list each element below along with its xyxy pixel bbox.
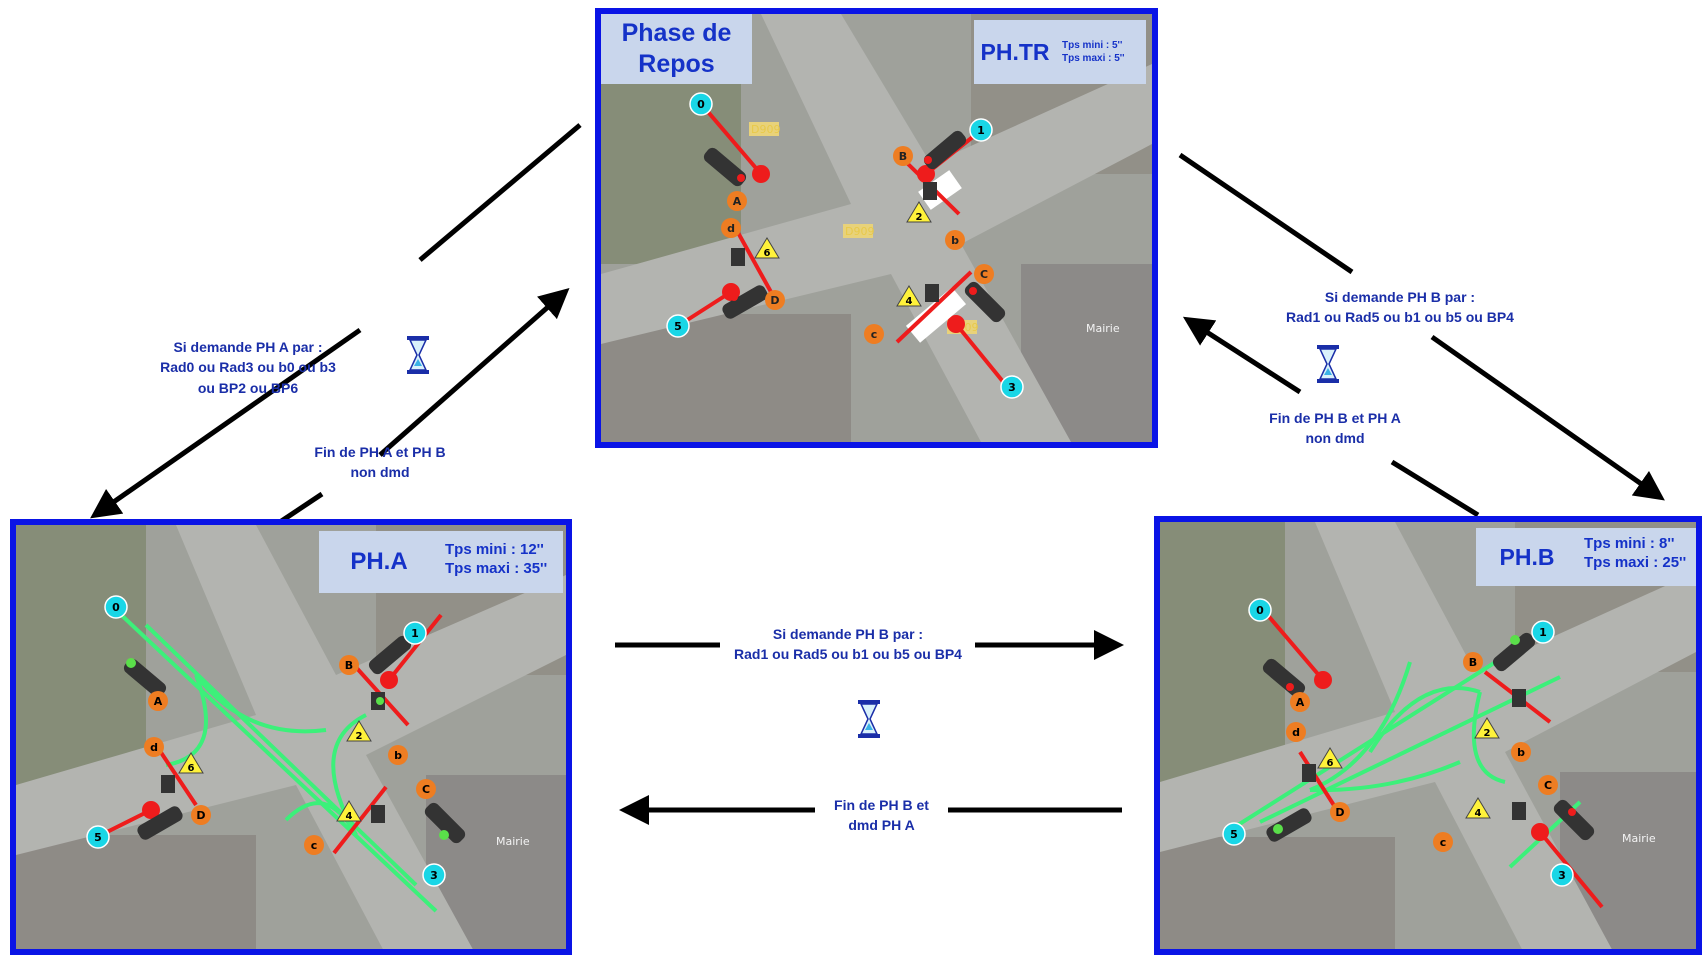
rest-phase-timing: Tps mini : 5'' Tps maxi : 5'' <box>1056 20 1146 84</box>
hourglass-icon <box>858 700 880 738</box>
pha-panel: Mairie 0 1 <box>10 519 572 955</box>
detector-1: 1 <box>977 124 985 137</box>
signal-c: c <box>1440 836 1447 849</box>
detector-5: 5 <box>94 831 102 844</box>
road-label: D909 <box>845 225 874 238</box>
detector-0: 0 <box>697 98 705 111</box>
label-request-pha: Si demande PH A par : Rad0 ou Rad3 ou b0… <box>160 339 336 396</box>
button-4: 4 <box>346 811 353 822</box>
button-4: 4 <box>906 296 913 307</box>
signal-B: B <box>1469 656 1477 669</box>
place-label: Mairie <box>496 835 530 848</box>
arrow-pha-to-rest-a <box>278 491 324 525</box>
signal-d: d <box>727 222 735 235</box>
arrow-rest-to-phb-b <box>1430 334 1665 501</box>
signal-D: D <box>196 809 205 822</box>
signal-A: A <box>1296 696 1305 709</box>
signal-b: b <box>1517 746 1525 759</box>
arrow-rest-to-pha-b <box>90 327 362 519</box>
button-6: 6 <box>1327 758 1334 769</box>
signal-b: b <box>951 234 959 247</box>
signal-A: A <box>154 695 163 708</box>
phb-phase-code: PH.B <box>1476 528 1578 586</box>
intersection-map: D909 D909 D909 Mairie 0 <box>601 14 1152 442</box>
pha-phase-code: PH.A <box>319 531 439 593</box>
label-end-pha: Fin de PH A et PH B non dmd <box>314 444 446 481</box>
phb-phase-timing: Tps mini : 8'' Tps maxi : 25'' <box>1578 528 1696 586</box>
arrow-rest-to-pha-a <box>418 123 582 262</box>
rest-phase-panel: D909 D909 D909 Mairie 0 <box>595 8 1158 448</box>
button-2: 2 <box>916 212 923 223</box>
hourglass-icon <box>1317 345 1339 383</box>
detector-0: 0 <box>1256 604 1264 617</box>
phb-panel: Mairie 0 1 5 3 <box>1154 516 1702 955</box>
intersection-map: Mairie 0 1 5 3 <box>1160 522 1696 949</box>
label-end-phb-request-pha: Fin de PH B et dmd PH A <box>834 797 929 834</box>
detector-1: 1 <box>411 627 419 640</box>
detector-5: 5 <box>674 320 682 333</box>
place-label: Mairie <box>1622 832 1656 845</box>
detector-5: 5 <box>1230 828 1238 841</box>
signal-d: d <box>150 741 158 754</box>
button-2: 2 <box>356 731 363 742</box>
arrow-pha-to-rest-b <box>378 288 570 457</box>
signal-B: B <box>899 150 907 163</box>
button-4: 4 <box>1475 808 1482 819</box>
intersection-map: Mairie 0 1 <box>16 525 566 949</box>
signal-B: B <box>345 659 353 672</box>
arrow-phb-to-rest-b <box>1182 316 1302 395</box>
signal-b: b <box>394 749 402 762</box>
label-request-phb-from-pha: Si demande PH B par : Rad1 ou Rad5 ou b1… <box>734 626 962 663</box>
signal-c: c <box>311 839 318 852</box>
signal-D: D <box>770 294 779 307</box>
pha-phase-timing: Tps mini : 12'' Tps maxi : 35'' <box>439 531 563 593</box>
signal-C: C <box>980 268 988 281</box>
detector-3: 3 <box>1008 381 1016 394</box>
button-2: 2 <box>1484 728 1491 739</box>
rest-phase-title: Phase de Repos <box>601 14 752 84</box>
label-request-phb: Si demande PH B par : Rad1 ou Rad5 ou b1… <box>1286 289 1514 326</box>
road-label: D909 <box>751 123 780 136</box>
rest-phase-code: PH.TR <box>974 20 1056 84</box>
detector-0: 0 <box>112 601 120 614</box>
signal-A: A <box>733 195 742 208</box>
signal-C: C <box>422 783 430 796</box>
signal-c: c <box>871 328 878 341</box>
detector-3: 3 <box>1558 869 1566 882</box>
signal-D: D <box>1335 806 1344 819</box>
detector-3: 3 <box>430 869 438 882</box>
button-6: 6 <box>764 248 771 259</box>
arrow-phb-to-rest-a <box>1390 459 1480 518</box>
signal-d: d <box>1292 726 1300 739</box>
arrow-rest-to-phb-a <box>1178 152 1354 275</box>
label-end-phb: Fin de PH B et PH A non dmd <box>1269 410 1401 447</box>
place-label: Mairie <box>1086 322 1120 335</box>
detector-1: 1 <box>1539 626 1547 639</box>
button-6: 6 <box>188 763 195 774</box>
signal-C: C <box>1544 779 1552 792</box>
hourglass-icon <box>407 336 429 374</box>
